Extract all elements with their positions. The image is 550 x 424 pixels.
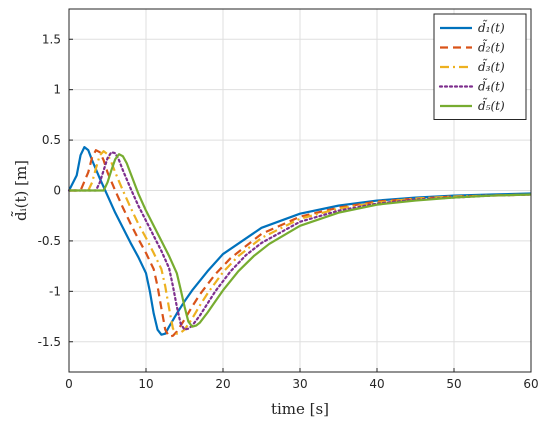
y-axis-title: d̃ᵢ(t) [m] [11, 160, 30, 221]
series-line-3 [69, 150, 532, 335]
legend: d̃₁(t) d̃₂(t) d̃₃(t) d̃₄(t) d̃₅(t) [433, 13, 527, 120]
y-tick-label: -1.5 [38, 335, 61, 349]
x-tick-label: 10 [138, 377, 153, 391]
legend-label-1: d̃₁(t) [478, 19, 505, 35]
series-line-1 [68, 146, 532, 336]
series-line-5 [69, 153, 532, 328]
y-tick-label: 0 [53, 184, 61, 198]
x-tick-label: 0 [65, 377, 73, 391]
y-tick-label: 1 [53, 83, 61, 97]
legend-label-3: d̃₃(t) [478, 58, 505, 74]
grid [68, 9, 532, 372]
x-tick-label: 20 [215, 377, 230, 391]
legend-label-5: d̃₅(t) [478, 97, 505, 113]
series-line-2 [69, 149, 532, 338]
plot-frame [68, 8, 532, 373]
legend-label-4: d̃₄(t) [478, 78, 505, 94]
tick-labels: 0 10 20 30 40 50 60 -1.5 -1 -0.5 0 0.5 1 1.5 [38, 32, 539, 391]
x-tick-label: 60 [523, 377, 538, 391]
y-tick-label: 0.5 [42, 133, 61, 147]
x-tick-label: 30 [292, 377, 307, 391]
x-tick-label: 40 [369, 377, 384, 391]
x-axis-title: time [s] [271, 400, 329, 418]
y-tick-label: -0.5 [38, 234, 61, 248]
series-line-4 [67, 151, 533, 331]
legend-label-2: d̃₂(t) [478, 39, 505, 55]
series-lines [67, 146, 533, 338]
y-tick-label: -1 [49, 284, 61, 298]
x-tick-label: 50 [446, 377, 461, 391]
legend-box [433, 13, 527, 120]
y-tick-label: 1.5 [42, 32, 61, 46]
